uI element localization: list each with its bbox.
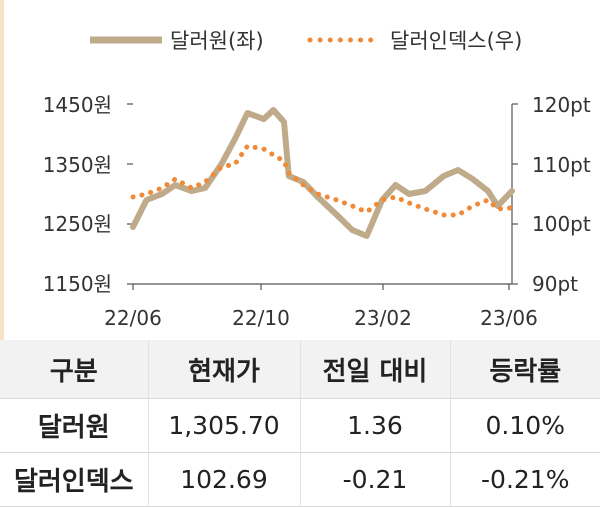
legend-label-dxy: 달러인덱스(우) <box>390 29 522 53</box>
y-right-tick: 90pt <box>532 272 578 296</box>
row-name: 달러원 <box>0 398 148 453</box>
header-category: 구분 <box>0 340 148 399</box>
plot-area <box>127 103 518 290</box>
row-price: 1,305.70 <box>147 398 300 453</box>
y-left-tick: 1450원 <box>43 93 112 117</box>
y-right-tick: 110pt <box>532 153 591 177</box>
x-tick: 23/06 <box>480 306 538 330</box>
series-line-krw <box>130 107 515 239</box>
row-rate: 0.10% <box>449 398 600 453</box>
header-change-rate: 등락률 <box>449 340 600 399</box>
row-change: -0.21 <box>299 452 450 507</box>
row-change: 1.36 <box>299 398 450 453</box>
y-axis-left: 1450원 1350원 1250원 1150원 <box>43 93 112 296</box>
y-right-tick: 100pt <box>532 212 591 236</box>
table-row: 달러인덱스 102.69 -0.21 -0.21% <box>0 452 600 507</box>
y-left-tick: 1150원 <box>43 272 112 296</box>
header-change: 전일 대비 <box>299 340 450 399</box>
row-price: 102.69 <box>147 452 300 507</box>
exchange-rate-chart: 달러원(좌) 달러인덱스(우) 1450원 1350원 1250원 1150원 … <box>43 29 591 330</box>
y-left-tick: 1350원 <box>43 153 112 177</box>
table-header-row: 구분 현재가 전일 대비 등락률 <box>0 340 600 399</box>
y-left-tick: 1250원 <box>43 212 112 236</box>
summary-table: 구분 현재가 전일 대비 등락률 달러원 1,305.70 1.36 0.10%… <box>0 340 600 507</box>
header-current-price: 현재가 <box>147 340 300 399</box>
table-row: 달러원 1,305.70 1.36 0.10% <box>0 398 600 453</box>
chart-svg: 달러원(좌) 달러인덱스(우) 1450원 1350원 1250원 1150원 … <box>43 29 591 330</box>
x-tick: 22/10 <box>232 306 290 330</box>
row-rate: -0.21% <box>449 452 600 507</box>
y-axis-right: 120pt 110pt 100pt 90pt <box>532 93 591 296</box>
series-line-dxy <box>130 143 515 218</box>
legend-label-krw: 달러원(좌) <box>170 29 264 53</box>
x-axis: 22/06 22/10 23/02 23/06 <box>104 306 538 330</box>
accent-bar <box>0 0 4 340</box>
x-tick: 23/02 <box>354 306 412 330</box>
x-tick: 22/06 <box>104 306 162 330</box>
legend: 달러원(좌) 달러인덱스(우) <box>90 29 522 53</box>
row-name: 달러인덱스 <box>0 452 148 507</box>
y-right-tick: 120pt <box>532 93 591 117</box>
